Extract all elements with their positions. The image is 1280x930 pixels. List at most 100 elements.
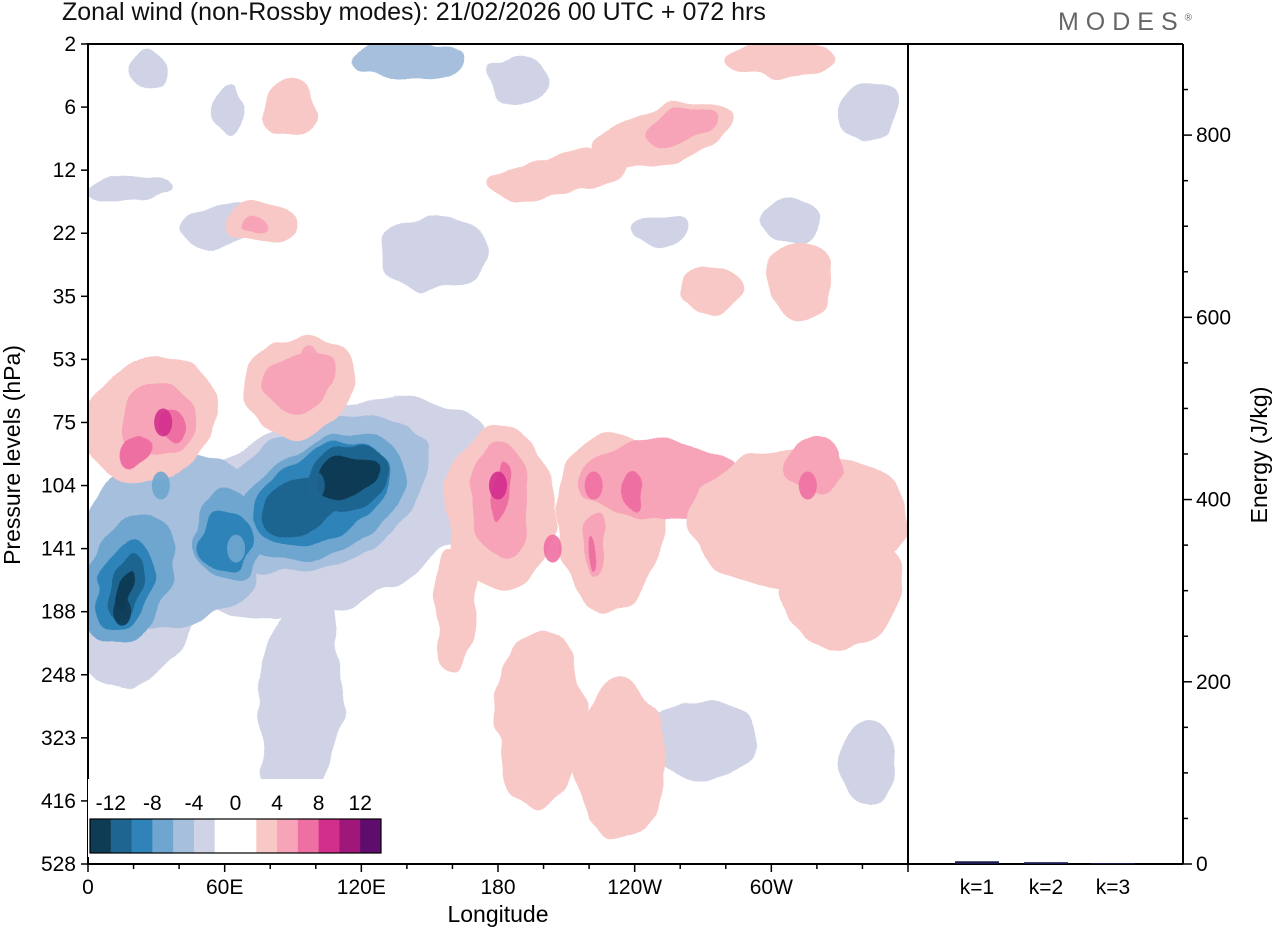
y-tick-label: 248	[41, 664, 76, 687]
energy-bars: k=1 k=2 k=3	[955, 861, 1135, 899]
field-extremum	[151, 471, 170, 500]
y-tick-label: 141	[41, 538, 76, 561]
legend-label: 12	[349, 792, 372, 815]
contour-blob	[624, 468, 640, 512]
legend-swatch	[360, 819, 382, 853]
x-tick-label: 60W	[750, 876, 793, 899]
x-tick-label: 0	[82, 876, 94, 899]
x-axis-title: Longitude	[447, 901, 548, 927]
contour-blob	[490, 151, 630, 199]
contour-blob	[90, 176, 170, 204]
legend-swatch	[297, 819, 320, 853]
contour-blob	[575, 680, 665, 840]
y-axis-title: Pressure levels (hPa)	[0, 345, 25, 565]
field-extremum	[489, 471, 507, 500]
legend-swatch	[339, 819, 361, 853]
contour-blob	[130, 48, 170, 92]
energy-tick-label: 800	[1196, 124, 1231, 147]
energy-axis: 0 200 400 600 800 Energy (J/kg)	[1183, 88, 1272, 876]
contour-blob	[350, 44, 470, 78]
brand-text: MODES	[1057, 8, 1185, 36]
x-tick-label: 120W	[607, 876, 662, 899]
heatmap-field	[88, 44, 908, 840]
contour-blob	[765, 240, 835, 320]
field-extremum	[543, 534, 562, 563]
y-tick-label: 6	[64, 96, 76, 119]
energy-bar-k2	[1024, 862, 1068, 864]
contour-blob	[260, 82, 320, 138]
field-extremum	[306, 471, 325, 500]
y-tick-label: 53	[53, 348, 76, 371]
y-tick-label: 75	[53, 411, 76, 434]
legend-swatch	[173, 819, 195, 853]
brand-registered-mark: ®	[1184, 12, 1192, 24]
y-tick-label: 416	[41, 790, 76, 813]
legend-swatch	[131, 819, 153, 853]
contour-blob	[495, 630, 585, 810]
contour-blob	[645, 107, 715, 143]
energy-axis-title: Energy (J/kg)	[1246, 387, 1272, 524]
y-tick-label: 12	[53, 159, 76, 182]
y-tick-label: 188	[41, 601, 76, 624]
field-extremum	[154, 408, 173, 437]
energy-tick-label: 400	[1196, 489, 1231, 512]
energy-bar-k3	[1091, 863, 1135, 865]
contour-blob	[840, 80, 900, 140]
field-extremum	[798, 471, 817, 500]
x-tick-label: 120E	[337, 876, 386, 899]
contour-blob	[645, 700, 755, 780]
energy-tick-label: 600	[1196, 306, 1231, 329]
energy-tick-label: 200	[1196, 671, 1231, 694]
legend-swatch	[193, 819, 216, 853]
field-extremum	[113, 597, 132, 626]
legend-swatch	[256, 819, 278, 853]
legend-swatch	[277, 819, 299, 853]
contour-blob	[630, 214, 690, 246]
legend-label: -4	[185, 792, 204, 815]
contour-blob	[241, 222, 269, 238]
legend-label: 8	[313, 792, 325, 815]
contour-blob	[840, 720, 900, 800]
y-tick-label: 35	[53, 285, 76, 308]
y-tick-label: 528	[41, 853, 76, 876]
contour-blob	[680, 265, 740, 315]
x-tick-label: 60E	[206, 876, 243, 899]
contour-blob	[258, 580, 342, 820]
y-tick-label: 323	[41, 727, 76, 750]
y-tick-label: 2	[64, 33, 76, 56]
legend-swatch	[318, 819, 340, 853]
field-extremum	[227, 534, 246, 563]
contour-blob	[760, 198, 820, 242]
legend-label: 4	[271, 792, 283, 815]
energy-category-label: k=2	[1029, 876, 1063, 899]
legend-frame	[89, 818, 382, 854]
field-extremum	[584, 471, 603, 500]
contour-blob	[587, 535, 597, 575]
contour-blob	[380, 217, 490, 293]
contour-blob	[215, 85, 245, 135]
field-extremum	[334, 471, 353, 500]
energy-tick-label: 0	[1196, 853, 1208, 876]
contour-blob	[780, 530, 900, 650]
contour-blob	[490, 58, 550, 102]
energy-category-label: k=1	[960, 876, 994, 899]
legend-swatch	[214, 819, 236, 853]
legend-swatch	[90, 819, 112, 853]
legend-label: 0	[230, 792, 242, 815]
legend-swatch	[235, 819, 257, 853]
legend-swatch	[110, 819, 133, 853]
x-axis: 0 60E 120E 180 120W 60W Longitude	[82, 864, 909, 927]
contour-shapes	[88, 44, 908, 840]
y-tick-label: 104	[41, 475, 76, 498]
contour-blob	[123, 432, 147, 468]
energy-category-label: k=3	[1096, 876, 1130, 899]
color-legend: -12 -8 -4 0 4 8 12	[88, 779, 383, 857]
brand-logo: MODES®	[1058, 8, 1192, 37]
contour-blob	[725, 44, 835, 80]
contour-blob	[195, 508, 255, 572]
energy-bar-k1	[955, 861, 999, 864]
field-extremum	[299, 345, 318, 374]
x-tick-label: 180	[480, 876, 515, 899]
chart-title: Zonal wind (non-Rossby modes): 21/02/202…	[62, 0, 766, 26]
